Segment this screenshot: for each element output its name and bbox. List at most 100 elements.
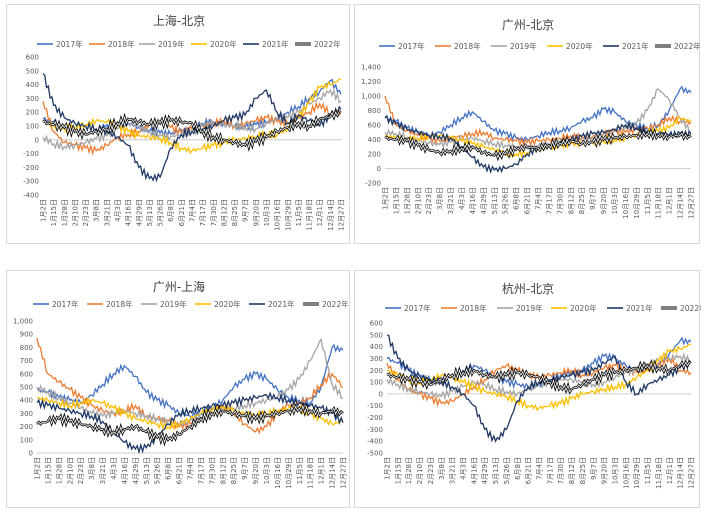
legend-label: 2018年 [106,299,133,309]
x-tick-label: 7月30日 [556,187,564,214]
legend-label: 2017年 [52,299,79,309]
x-tick-label: 4月16日 [125,199,133,226]
y-tick-label: 600 [20,370,33,378]
x-tick-label: 5月26日 [502,187,510,214]
legend-label: 2019年 [516,303,543,313]
legend-label: 2022年 [322,299,349,309]
y-tick-label: 0 [29,450,33,458]
x-tick-label: 12月27日 [338,199,346,231]
y-tick-label: 300 [26,95,39,103]
x-tick-label: 4月3日 [114,199,122,222]
legend-label: 2021年 [268,299,295,309]
chart-title: 上海-北京 [153,13,205,28]
x-tick-label: 8月12日 [219,457,227,484]
y-tick-label: 400 [20,397,33,405]
x-tick-label: 12月1日 [316,199,324,226]
legend-label: 2020年 [214,299,241,309]
y-tick-label: 1,000 [13,318,33,326]
x-tick-label: 7月17日 [545,187,553,214]
legend-item: 2021年 [249,299,295,309]
y-tick-label: 600 [368,122,381,130]
series-line [386,343,692,412]
x-tick-label: 5月26日 [503,457,511,484]
y-tick-label: -400 [23,192,39,200]
x-tick-label: 12月1日 [666,187,674,214]
legend-item: 2018年 [87,299,133,309]
x-tick-label: 4月29日 [481,457,489,484]
x-tick-label: 12月1日 [318,457,326,484]
legend-label: 2019年 [158,39,185,49]
x-tick-label: 9月7日 [589,187,597,210]
x-tick-label: 5月13日 [143,457,151,484]
x-tick-label: 4月29日 [480,187,488,214]
legend-label: 2021年 [622,41,649,51]
y-tick-label: -300 [367,426,383,434]
x-tick-label: 9月20日 [601,457,609,484]
x-tick-label: 11月18日 [306,199,314,231]
x-tick-label: 12月27日 [688,187,696,219]
x-tick-label: 12月14日 [327,199,335,231]
x-tick-label: 9月7日 [241,457,249,480]
y-tick-label: 500 [26,67,39,75]
x-tick-label: 3月21日 [103,199,111,226]
legend-item: 2019年 [497,303,543,313]
y-tick-label: 600 [370,320,383,328]
x-tick-label: 1月2日 [384,457,392,480]
chart-title: 广州-北京 [502,18,554,32]
x-tick-label: 3月21日 [99,457,107,484]
x-tick-label: 1月2日 [34,457,42,480]
y-tick-label: 1,000 [361,93,381,101]
chart-guangzhou-shanghai: 广州-上海 2017年 2018年 2019年 2020年 2021年 2022年 0 100 2… [6,270,350,508]
x-tick-label: 11月18日 [307,457,315,489]
legend-item: 2022年 [295,39,341,49]
series-line [384,87,692,152]
x-tick-label: 10月29日 [633,457,641,489]
legend-label: 2017年 [398,41,425,51]
x-tick-label: 3月21日 [447,187,455,214]
x-tick-label: 11月5日 [644,457,652,484]
x-tick-label: 10月3日 [612,457,620,484]
y-tick-label: 200 [368,151,381,159]
x-tick-label: 8月12日 [567,187,575,214]
y-tick-label: 400 [26,81,39,89]
x-tick-label: 8月25日 [578,187,586,214]
x-tick-label: 4月3日 [458,187,466,210]
series-line [36,391,344,455]
y-tick-label: 1,200 [361,78,381,86]
chart-title: 广州-上海 [153,279,205,294]
x-tick-label: 3月8日 [88,457,96,480]
legend-label: 2019年 [510,41,537,51]
legend-label: 2022年 [680,303,701,313]
x-tick-label: 4月16日 [469,187,477,214]
x-tick-label: 2月10日 [66,457,74,484]
x-tick-label: 11月5日 [295,199,303,226]
x-tick-label: 3月8日 [436,187,444,210]
series-line [36,337,344,428]
y-tick-label: 300 [20,410,33,418]
y-tick-label: -300 [23,178,39,186]
x-tick-label: 2月10日 [71,199,79,226]
x-tick-label: 1月15日 [50,199,58,226]
y-tick-label: 500 [20,384,33,392]
x-tick-label: 9月20日 [600,187,608,214]
x-tick-label: 1月28日 [61,199,69,226]
x-tick-label: 7月4日 [189,199,197,222]
x-tick-label: 7月17日 [197,457,205,484]
x-tick-label: 1月2日 [40,199,48,222]
legend-item: 2020年 [547,41,593,51]
legend-label: 2021年 [262,39,289,49]
y-tick-label: 100 [370,379,383,387]
chart-svg: 广州-北京 2017年 2018年 2019年 2020年 2021年 2022年 -200 0… [361,18,701,219]
x-tick-label: 6月8日 [165,457,173,480]
series-line [386,334,692,443]
legend-item: 2021年 [603,41,649,51]
x-tick-label: 3月21日 [449,457,457,484]
chart-hangzhou-beijing: 杭州-北京 2017年 2018年 2019年 2020年 2021年 2022年 -500 -… [354,270,701,508]
x-tick-label: 7月4日 [187,457,195,480]
chart-guangzhou-beijing: 广州-北京 2017年 2018年 2019年 2020年 2021年 2022年 -200 0… [354,4,701,244]
x-tick-label: 1月15日 [44,457,52,484]
x-tick-label: 10月16日 [622,187,630,219]
x-tick-label: 7月17日 [199,199,207,226]
x-tick-label: 8月12日 [568,457,576,484]
legend-item: 2019年 [141,299,187,309]
